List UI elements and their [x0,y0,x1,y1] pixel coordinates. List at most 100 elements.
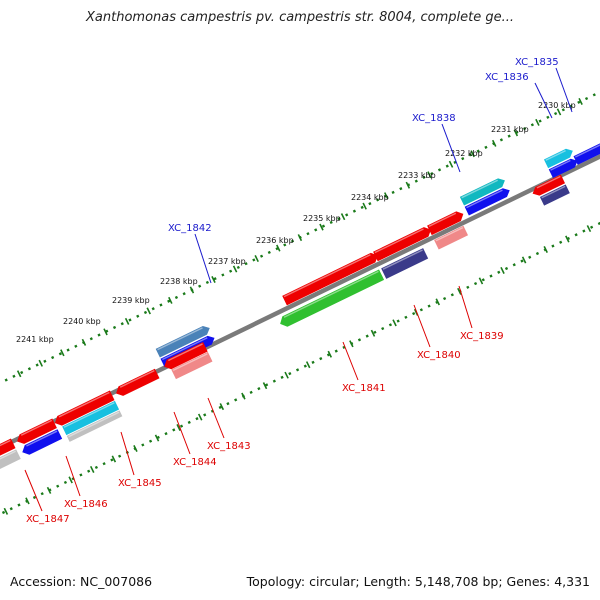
inner-tick-mark [197,413,203,421]
gene-label-xc-1844[interactable]: XC_1844 [173,411,217,468]
gene-label-xc-1836[interactable]: XC_1836 [485,72,553,119]
gene-label-xc-1847[interactable]: XC_1847 [24,469,70,525]
feature-xc-1844[interactable] [116,368,160,396]
feature-red-1847b-highlight [0,439,11,447]
gene-name: XC_1845 [118,478,162,489]
outer-tick-mark [232,265,238,273]
gene-label-xc-1845[interactable]: XC_1845 [118,431,162,489]
feature-red-1847b[interactable] [0,438,16,468]
inner-tick-mark [219,403,225,411]
accession-label: Accession: NC_007086 [10,574,153,589]
feature-xc-1846[interactable] [22,429,63,455]
feature-red-right[interactable] [532,174,566,196]
outer-tick-mark [103,328,108,336]
inner-tick-mark [435,298,441,306]
feature-red-b-body [427,211,464,236]
feature-xc-1835[interactable] [573,143,600,165]
feature-xc-1847[interactable] [0,449,21,479]
feature-xc-1836-blue[interactable] [548,158,578,178]
gene-label-xc-1841[interactable]: XC_1841 [342,341,386,394]
leader-line [413,304,431,348]
feature-xc-1842-body [155,326,210,358]
feature-xc-1839[interactable] [434,225,469,250]
feature-xc-1844-highlight [119,370,155,388]
feature-xc-1845-body [62,400,120,436]
kbp-scale-label: 2240 kbp [63,317,101,326]
gene-label-xc-1846[interactable]: XC_1846 [64,455,108,510]
feature-red-1846b[interactable] [17,418,57,444]
inner-tick-mark [543,246,548,254]
feature-xc-1840[interactable] [381,248,429,279]
outer-tick-mark [448,160,454,168]
leader-line [194,233,212,284]
leader-line [65,455,81,497]
inner-tick-mark [370,329,376,337]
feature-xc-1836-highlight [545,150,566,161]
inner-tick-mark [25,497,30,505]
feature-red-1843b-body [164,342,208,370]
feature-red-b[interactable] [427,211,464,236]
feature-navy-right[interactable] [539,184,570,206]
feature-red-1843b-highlight [168,343,203,362]
kbp-scale-label: 2235 kbp [303,214,341,223]
outer-tick-mark [211,275,216,283]
feature-red-1843b[interactable] [164,342,208,370]
feature-red-right-highlight [536,175,561,189]
feature-xc-1841-highlight [283,270,379,318]
kbp-scale-label: 2232 kbp [445,149,483,158]
inner-tick-mark [305,361,311,369]
outer-tick-mark [297,234,303,242]
outer-tick-mark [276,244,281,252]
inner-tick-mark [565,235,570,243]
leader-line [555,67,573,113]
kbp-scale-label: 2238 kbp [160,277,198,286]
feature-xc-1838-blue[interactable] [464,188,510,216]
feature-red-mid[interactable] [282,252,378,306]
feature-xc-1836-blue-highlight [550,159,571,171]
gene-name: XC_1835 [515,57,559,68]
inner-tick-mark [46,486,52,494]
feature-xc-1839-highlight [435,227,464,242]
feature-red-mid-highlight [283,254,371,298]
feature-red-a-highlight [374,228,424,254]
feature-xc-1840-body [381,248,429,279]
ring-layer: 2230 kbp 2231 kbp 2232 kbp 2233 kbp 2234 kbp… [0,88,600,516]
outer-tick-mark [146,307,151,315]
inner-tick-mark [68,476,73,484]
feature-xc-1838-highlight [461,179,498,199]
feature-xc-1836[interactable] [543,148,573,169]
feature-xc-1835-highlight [575,144,600,158]
kbp-scale-label: 2237 kbp [208,257,246,266]
feature-xc-1836-blue-body [548,158,578,178]
feature-xc-1845-gray[interactable] [66,410,123,442]
feature-xc-1843[interactable] [171,351,213,380]
feature-red-1844b[interactable] [54,390,115,426]
outer-tick-mark [319,223,324,231]
feature-xc-1845-gray-body [66,410,123,442]
inner-tick-mark [3,507,9,515]
feature-red-a[interactable] [373,227,431,262]
feature-xc-1845[interactable] [62,400,120,436]
outer-tick-mark [124,317,130,325]
gene-label-xc-1838[interactable]: XC_1838 [412,113,461,173]
gene-label-xc-1835[interactable]: XC_1835 [515,57,573,113]
gene-label-xc-1843[interactable]: XC_1843 [207,397,251,452]
inner-tick-mark [457,287,462,295]
gene-label-xc-1840[interactable]: XC_1840 [413,304,461,361]
gene-label-xc-1839[interactable]: XC_1839 [458,285,504,342]
feature-xc-1842[interactable] [155,326,210,358]
gene-name: XC_1842 [168,223,212,234]
gene-label-xc-1842[interactable]: XC_1842 [168,223,212,284]
feature-red-1846b-highlight [20,419,53,436]
feature-xc-1841[interactable] [280,269,385,327]
inner-tick-mark [262,382,268,390]
inner-tick-mark [478,277,484,285]
feature-xc-1838[interactable] [459,178,505,206]
feature-xc-1835-body [573,143,600,165]
feature-xc-1839-body [434,225,469,250]
kbp-scale-label: 2231 kbp [491,125,529,134]
kbp-scale-label: 2230 kbp [538,101,576,110]
leader-line [534,82,553,119]
